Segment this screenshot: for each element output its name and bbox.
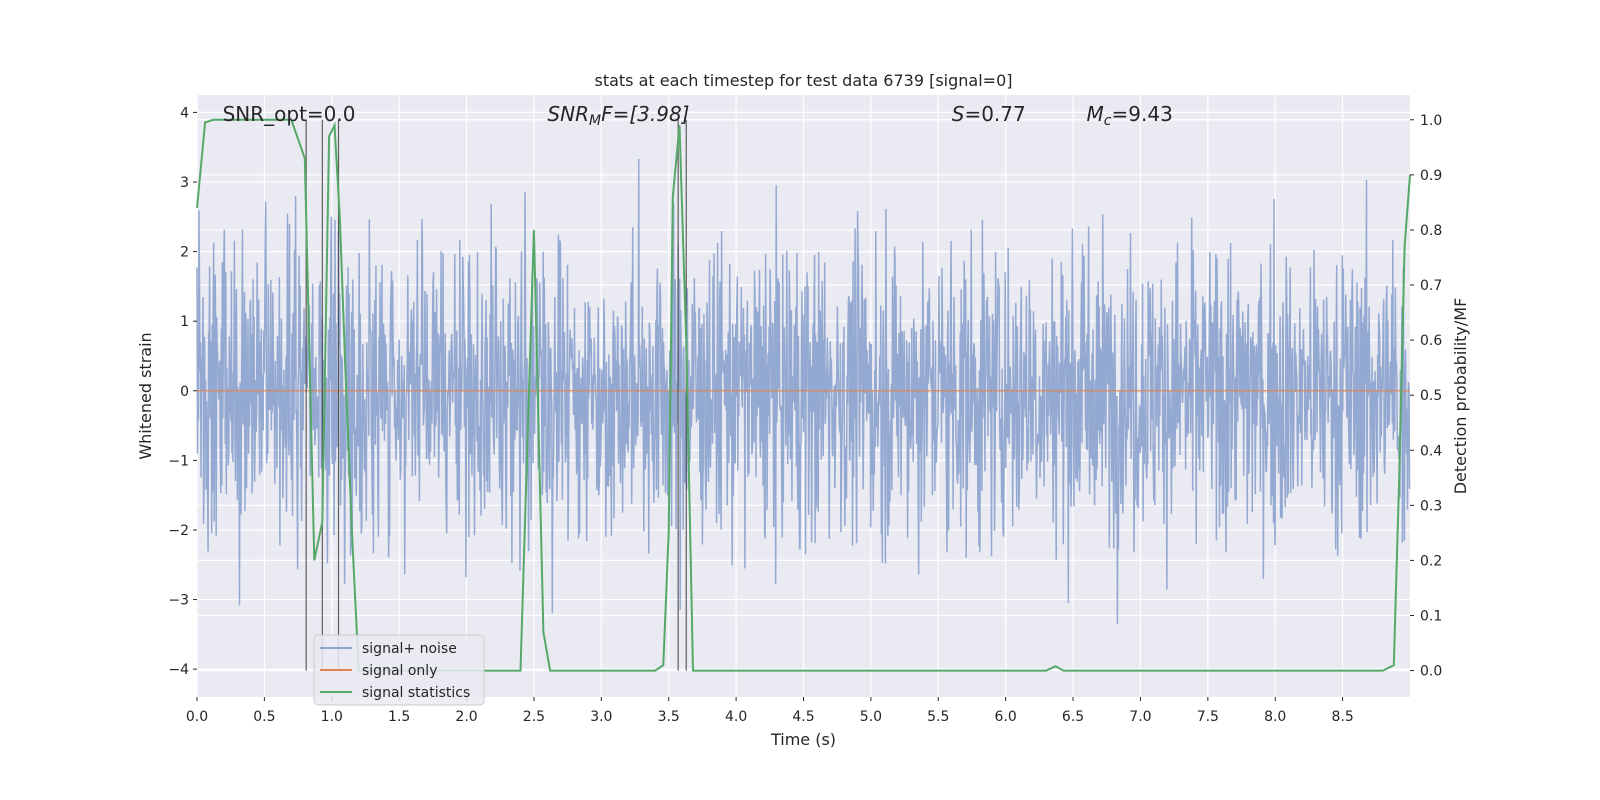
x-tick-label: 3.0 (590, 709, 612, 725)
y2-tick-label: 0.7 (1420, 278, 1442, 294)
x-tick-label: 2.5 (523, 709, 545, 725)
y2-tick-label: 0.8 (1420, 223, 1442, 239)
y-tick-label: 1 (180, 314, 189, 330)
x-tick-label: 8.0 (1264, 709, 1286, 725)
signal-statistics-line (196, 118, 1411, 672)
y2-tick-label: 0.2 (1420, 553, 1442, 569)
y-axis-ticks: 4 3 2 1 0 −1 −2 −3 −4 (168, 105, 197, 678)
legend-box (313, 634, 485, 706)
y-tick-label: −1 (168, 453, 189, 469)
annotation-mc: Mc=9.43 (1087, 102, 1173, 129)
x-tick-label: 5.5 (927, 709, 949, 725)
annotation-s: S=0.77 (952, 102, 1026, 126)
y2-tick-label: 0.1 (1420, 608, 1442, 624)
y-tick-label: −2 (168, 523, 189, 539)
y-tick-label: 4 (180, 105, 189, 121)
y-axis-label: Whitened strain (136, 332, 155, 459)
annotation-snr-mf: SNRMF=[3.98] (547, 102, 689, 129)
annotation-mc-value: =9.43 (1112, 102, 1173, 126)
annotation-snr-mf-symbol: SNR (547, 102, 589, 126)
legend-label: signal statistics (362, 685, 470, 701)
signal-noise-line (196, 158, 1411, 625)
legend: signal+ noise signal only signal statistic… (313, 634, 485, 706)
y-tick-label: −3 (168, 593, 189, 609)
x-tick-label: 5.0 (860, 709, 882, 725)
y2-tick-label: 0.5 (1420, 388, 1442, 404)
x-tick-label: 6.5 (1062, 709, 1084, 725)
annotation-snr-mf-subscript: M (589, 113, 601, 129)
annotation-snr-opt: SNR_opt=0.0 (223, 102, 356, 126)
y-tick-label: 2 (180, 245, 189, 261)
x-tick-label: 8.5 (1331, 709, 1353, 725)
y-tick-label: 3 (180, 175, 189, 191)
x-tick-label: 1.0 (321, 709, 343, 725)
series-signal-statistics (196, 118, 1411, 672)
x-tick-label: 7.0 (1129, 709, 1151, 725)
annotation-mc-subscript: c (1104, 113, 1112, 129)
y-tick-label: −4 (168, 662, 189, 678)
y2-tick-label: 0.4 (1420, 443, 1442, 459)
x-tick-label: 6.0 (995, 709, 1017, 725)
y2-axis-label: Detection probability/MF (1451, 298, 1470, 495)
legend-label: signal only (362, 663, 437, 679)
x-tick-label: 4.0 (725, 709, 747, 725)
x-axis-label: Time (s) (770, 730, 836, 749)
annotation-s-value: =0.77 (964, 102, 1025, 126)
y-tick-label: 0 (180, 384, 189, 400)
x-tick-label: 7.5 (1197, 709, 1219, 725)
x-tick-label: 1.5 (388, 709, 410, 725)
y2-tick-label: 0.3 (1420, 498, 1442, 514)
x-tick-label: 3.5 (658, 709, 680, 725)
y2-axis-ticks: 1.0 0.9 0.8 0.7 0.6 0.5 0.4 0.3 0.2 0.1 0.0 (1410, 113, 1442, 680)
x-tick-label: 0.0 (186, 709, 208, 725)
y2-tick-label: 0.0 (1420, 664, 1442, 680)
annotation-mc-symbol: M (1087, 102, 1104, 126)
chart-title: stats at each timestep for test data 673… (594, 71, 1012, 90)
annotation-snr-mf-value: F=[3.98] (601, 102, 689, 126)
y2-tick-label: 0.9 (1420, 168, 1442, 184)
x-tick-label: 0.5 (253, 709, 275, 725)
legend-label: signal+ noise (362, 641, 457, 657)
x-axis-ticks: 0.0 0.5 1.0 1.5 2.0 2.5 3.0 3.5 4.0 4.5 5.0 5.5 6.0 6… (186, 697, 1354, 725)
y2-tick-label: 1.0 (1420, 113, 1442, 129)
annotation-s-symbol: S (952, 102, 965, 126)
x-tick-label: 4.5 (792, 709, 814, 725)
x-tick-label: 2.0 (455, 709, 477, 725)
series-signal-noise (196, 158, 1411, 625)
y2-tick-label: 0.6 (1420, 333, 1442, 349)
